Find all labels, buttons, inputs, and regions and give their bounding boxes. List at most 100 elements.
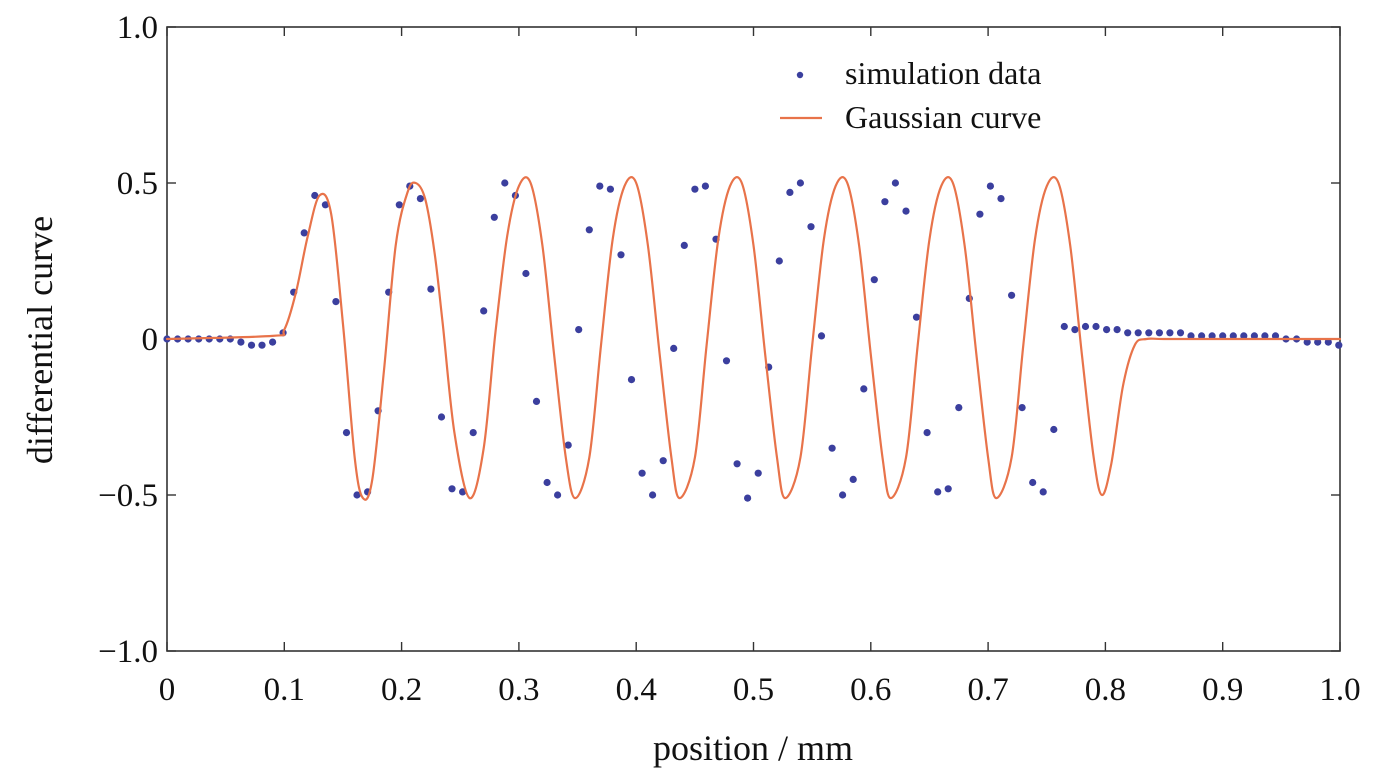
data-point (1261, 332, 1269, 340)
data-point (1187, 332, 1195, 340)
data-point (459, 488, 467, 496)
data-point (1166, 329, 1174, 337)
data-point (891, 179, 900, 187)
data-point (1050, 425, 1058, 434)
data-point (1271, 332, 1280, 340)
data-point (701, 182, 710, 190)
data-point (247, 341, 256, 349)
data-point (870, 276, 878, 284)
data-point (311, 191, 319, 200)
data-point (237, 338, 245, 346)
data-point (955, 404, 963, 412)
data-point (575, 326, 583, 334)
data-point (342, 429, 351, 437)
y-tick-label: 0.5 (117, 166, 158, 202)
data-point (1081, 322, 1090, 331)
data-point (353, 491, 361, 499)
x-tick-label: 0.8 (1085, 672, 1126, 708)
data-point (638, 469, 646, 477)
data-point (490, 213, 498, 221)
data-point (670, 344, 678, 352)
data-point (1314, 338, 1322, 346)
x-tick-label: 0.3 (498, 672, 539, 708)
y-tick-label: −0.5 (98, 478, 158, 514)
x-tick-label: 0.2 (381, 672, 422, 708)
data-point (321, 201, 329, 209)
data-point (395, 201, 403, 209)
data-point (1071, 326, 1079, 334)
legend-marker-simulation-data (796, 71, 804, 79)
data-point (1060, 322, 1068, 331)
x-tick-label: 0.5 (733, 672, 774, 708)
data-point (532, 397, 541, 405)
data-point (543, 478, 551, 487)
data-point (480, 307, 488, 315)
x-tick-label: 0.6 (850, 672, 891, 708)
data-point (659, 457, 667, 465)
x-tick-label: 0 (159, 672, 176, 708)
data-point (860, 385, 868, 393)
data-point (1229, 332, 1237, 340)
data-point (427, 285, 435, 293)
data-point (849, 475, 857, 483)
data-point (817, 332, 826, 340)
data-point (627, 376, 636, 384)
legend: simulation data Gaussian curve (780, 55, 1041, 135)
data-point (1219, 332, 1227, 340)
data-point (216, 335, 224, 343)
data-point (554, 491, 562, 499)
data-point (691, 185, 699, 193)
data-point (606, 185, 615, 193)
data-point (332, 298, 340, 306)
data-point (1176, 329, 1185, 337)
data-point (501, 179, 509, 187)
data-point (754, 469, 762, 477)
data-point (744, 494, 752, 502)
data-point (258, 341, 266, 349)
data-point (1208, 332, 1216, 340)
data-point (1324, 338, 1332, 346)
data-point (1240, 332, 1248, 340)
y-tick-label: 0 (142, 322, 159, 358)
series (163, 176, 1343, 502)
legend-label-simulation-data: simulation data (845, 55, 1041, 91)
data-point (416, 195, 424, 203)
data-point (300, 229, 308, 237)
y-tick-label: 1.0 (117, 10, 158, 46)
data-point (786, 188, 794, 196)
data-point (1029, 478, 1037, 487)
data-point (1092, 322, 1100, 331)
data-point (649, 491, 657, 499)
data-point (448, 485, 456, 493)
data-point (1335, 341, 1343, 349)
legend-label-gaussian-curve: Gaussian curve (845, 99, 1041, 135)
data-point (1198, 332, 1206, 340)
data-point (617, 251, 625, 259)
data-point (437, 413, 446, 421)
x-axis-title: position / mm (653, 728, 853, 768)
data-point (1103, 326, 1111, 334)
data-point (923, 429, 931, 437)
data-point (775, 257, 783, 265)
y-tick-label: −1.0 (98, 634, 158, 670)
data-point (585, 226, 593, 234)
x-tick-label: 1.0 (1319, 672, 1360, 708)
series-simulation-data (163, 179, 1343, 502)
y-axis-title: differential curve (20, 216, 60, 464)
data-point (912, 313, 921, 321)
data-point (807, 223, 815, 231)
data-point (469, 429, 477, 437)
data-point (564, 441, 572, 449)
x-tick-label: 0.1 (264, 672, 305, 708)
data-point (1124, 329, 1132, 337)
x-tick-label: 0.4 (616, 672, 657, 708)
data-point (733, 460, 741, 468)
x-tick-label: 0.7 (967, 672, 1008, 708)
data-point (881, 198, 889, 206)
data-point (1303, 338, 1311, 346)
data-point (522, 269, 530, 278)
data-point (1008, 291, 1016, 299)
data-point (1018, 404, 1026, 412)
